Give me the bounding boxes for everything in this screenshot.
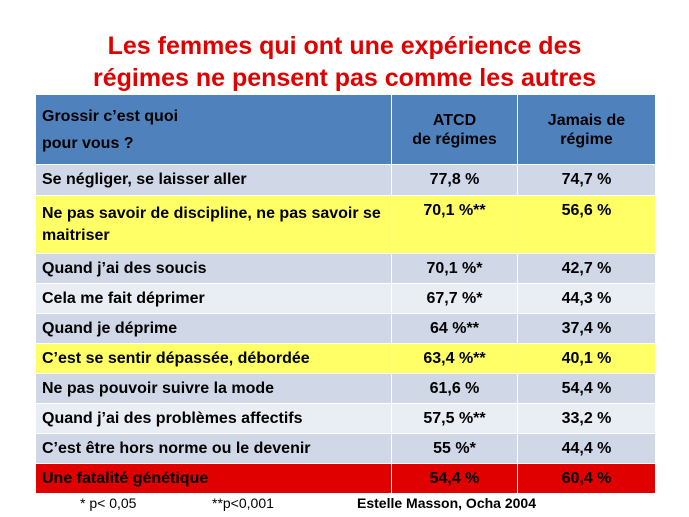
jamais-value: 74,7 % <box>517 164 656 196</box>
slide-title-line-1: Les femmes qui ont une expérience des <box>107 32 582 60</box>
row-label: Quand je déprime <box>35 313 392 344</box>
table-row: Ne pas savoir de discipline, ne pas savo… <box>35 195 656 254</box>
atcd-header-line-1: ATCD <box>432 111 477 129</box>
atcd-value: 57,5 %** <box>391 403 518 434</box>
atcd-value: 77,8 % <box>391 164 518 196</box>
row-label: C’est se sentir dépassée, débordée <box>35 343 392 374</box>
row-label: Quand j’ai des problèmes affectifs <box>35 403 392 434</box>
question-header-line-1: Grossir c’est quoi <box>42 107 179 125</box>
jamais-value: 37,4 % <box>517 313 656 344</box>
results-table: Grossir c’est quoi pour vous ? ATCD de r… <box>35 94 656 494</box>
footnote-p0001: **p<0,001 <box>212 495 274 511</box>
table-row: Une fatalité génétique 54,4 % 60,4 % <box>35 463 656 494</box>
jamais-header-line-2: régime <box>560 130 613 148</box>
atcd-header-line-2: de régimes <box>412 130 497 148</box>
jamais-value: 60,4 % <box>517 463 656 494</box>
jamais-value: 56,6 % <box>517 195 656 254</box>
jamais-header: Jamais de régime <box>517 94 656 165</box>
slide-title: Les femmes qui ont une expérience des ré… <box>0 30 689 94</box>
slide-title-line-2: régimes ne pensent pas comme les autres <box>93 64 596 92</box>
source-citation: Estelle Masson, Ocha 2004 <box>357 495 536 511</box>
atcd-value: 61,6 % <box>391 373 518 404</box>
atcd-header: ATCD de régimes <box>391 94 518 165</box>
row-label: Ne pas savoir de discipline, ne pas savo… <box>35 195 392 254</box>
table-row: Cela me fait déprimer 67,7 %* 44,3 % <box>35 283 656 314</box>
atcd-value: 55 %* <box>391 433 518 464</box>
table-row: C’est être hors norme ou le devenir 55 %… <box>35 433 656 464</box>
question-header-line-2: pour vous ? <box>42 134 134 152</box>
row-label: C’est être hors norme ou le devenir <box>35 433 392 464</box>
footnote-p005: * p< 0,05 <box>80 495 137 511</box>
row-label: Cela me fait déprimer <box>35 283 392 314</box>
question-header: Grossir c’est quoi pour vous ? <box>35 94 392 165</box>
row-label: Quand j’ai des soucis <box>35 253 392 284</box>
atcd-value: 70,1 %* <box>391 253 518 284</box>
table-row: Quand je déprime 64 %** 37,4 % <box>35 313 656 344</box>
table-row: Ne pas pouvoir suivre la mode 61,6 % 54,… <box>35 373 656 404</box>
jamais-value: 33,2 % <box>517 403 656 434</box>
table-header-row: Grossir c’est quoi pour vous ? ATCD de r… <box>35 94 656 165</box>
table-row: Quand j’ai des problèmes affectifs 57,5 … <box>35 403 656 434</box>
table-row: Se négliger, se laisser aller 77,8 % 74,… <box>35 164 656 196</box>
table-row: Quand j’ai des soucis 70,1 %* 42,7 % <box>35 253 656 284</box>
row-label: Une fatalité génétique <box>35 463 392 494</box>
jamais-value: 40,1 % <box>517 343 656 374</box>
atcd-value: 70,1 %** <box>391 195 518 254</box>
row-label: Se négliger, se laisser aller <box>35 164 392 196</box>
jamais-value: 44,4 % <box>517 433 656 464</box>
atcd-value: 64 %** <box>391 313 518 344</box>
atcd-value: 54,4 % <box>391 463 518 494</box>
row-label: Ne pas pouvoir suivre la mode <box>35 373 392 404</box>
jamais-value: 44,3 % <box>517 283 656 314</box>
atcd-value: 67,7 %* <box>391 283 518 314</box>
jamais-value: 42,7 % <box>517 253 656 284</box>
jamais-value: 54,4 % <box>517 373 656 404</box>
atcd-value: 63,4 %** <box>391 343 518 374</box>
jamais-header-line-1: Jamais de <box>547 111 626 129</box>
table-row: C’est se sentir dépassée, débordée 63,4 … <box>35 343 656 374</box>
